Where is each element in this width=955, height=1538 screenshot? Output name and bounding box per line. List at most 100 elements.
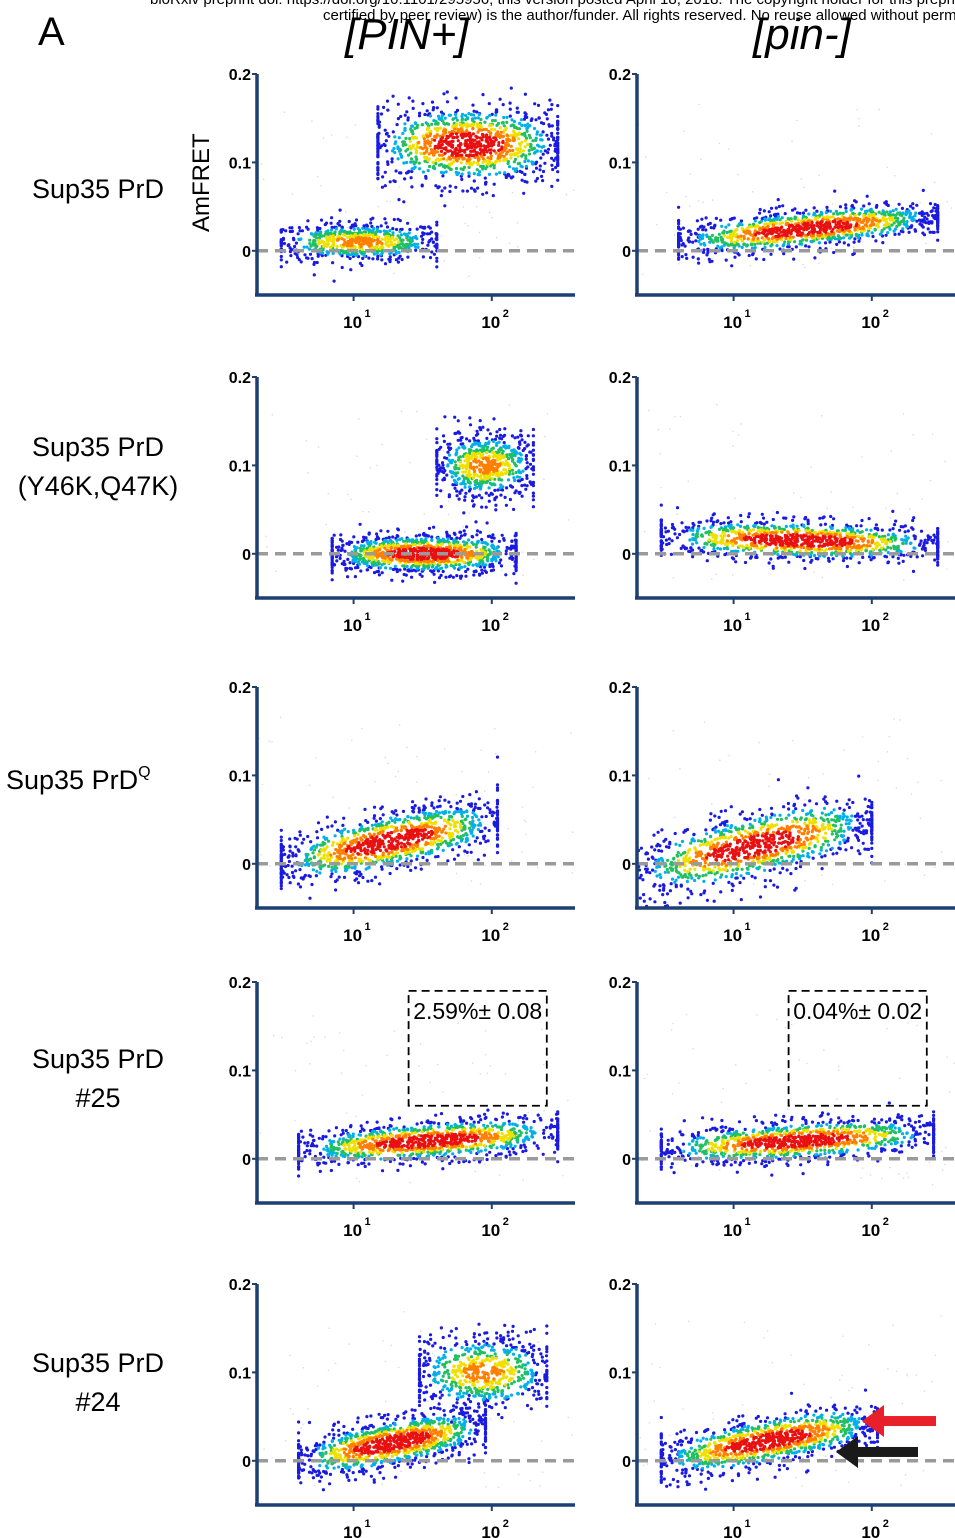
data-point — [848, 218, 852, 222]
data-point — [792, 257, 796, 261]
data-point — [455, 536, 459, 540]
data-point — [513, 152, 517, 156]
data-point — [891, 213, 895, 217]
data-point — [465, 125, 469, 129]
data-point — [697, 199, 700, 202]
data-point — [436, 157, 440, 161]
data-point — [925, 211, 929, 215]
data-point — [490, 535, 494, 540]
data-point — [893, 174, 896, 177]
data-point — [407, 568, 411, 572]
data-point — [712, 226, 716, 230]
data-point — [298, 229, 302, 233]
data-point — [451, 483, 455, 487]
data-point — [520, 477, 524, 482]
data-point — [365, 224, 369, 228]
data-point — [475, 533, 479, 537]
data-point — [385, 225, 390, 229]
data-point — [808, 236, 811, 239]
data-point — [406, 255, 410, 259]
data-point — [448, 113, 452, 117]
data-point — [415, 136, 419, 140]
data-point — [774, 221, 778, 225]
data-point — [921, 231, 925, 235]
data-point — [732, 430, 734, 433]
data-point — [526, 142, 530, 147]
data-point — [520, 123, 524, 127]
data-point — [772, 217, 776, 221]
data-point — [915, 219, 919, 223]
data-point — [786, 228, 790, 233]
data-point — [521, 448, 525, 453]
data-point — [453, 151, 457, 155]
data-point — [756, 539, 758, 541]
data-point — [777, 204, 781, 209]
data-point — [787, 225, 792, 229]
data-point — [931, 230, 935, 234]
data-point — [335, 559, 339, 563]
x-tick-exponent: 1 — [745, 308, 751, 320]
data-point — [357, 240, 361, 244]
data-point — [889, 517, 891, 519]
data-point — [374, 537, 378, 542]
data-point — [677, 218, 681, 223]
data-point — [774, 214, 778, 218]
data-point — [352, 535, 356, 539]
data-point — [518, 451, 522, 456]
data-point — [844, 233, 848, 237]
data-point — [316, 228, 320, 232]
data-point — [503, 463, 507, 467]
data-point — [791, 235, 795, 239]
data-point — [936, 550, 940, 554]
data-point — [410, 575, 414, 579]
data-point — [475, 429, 479, 433]
data-point — [678, 227, 682, 231]
y-tick-label: 0.2 — [609, 67, 631, 84]
data-point — [549, 107, 553, 111]
data-point — [518, 442, 522, 446]
data-point — [472, 468, 476, 472]
data-point — [746, 237, 750, 241]
data-point — [511, 191, 514, 194]
data-point — [677, 242, 681, 246]
data-point — [502, 468, 506, 472]
data-point — [782, 243, 786, 247]
data-point — [749, 233, 753, 237]
data-point — [774, 206, 778, 210]
data-point — [367, 548, 371, 552]
data-point — [434, 232, 438, 236]
data-point — [380, 237, 384, 241]
data-point — [386, 160, 390, 164]
data-point — [807, 226, 811, 230]
data-point — [395, 227, 399, 232]
data-point — [513, 564, 517, 568]
data-point — [308, 242, 312, 246]
data-point — [550, 131, 554, 135]
data-point — [445, 456, 449, 460]
data-point — [332, 533, 336, 537]
data-point — [379, 112, 384, 116]
data-point — [411, 160, 416, 164]
data-point — [331, 240, 335, 244]
data-point — [832, 212, 836, 216]
data-point — [481, 457, 485, 461]
data-point — [853, 214, 857, 218]
data-point — [495, 236, 498, 239]
data-point — [481, 544, 484, 547]
data-point — [290, 229, 294, 233]
data-point — [682, 130, 685, 132]
data-point — [406, 118, 410, 122]
data-point — [482, 546, 486, 550]
data-point — [725, 230, 729, 235]
data-point — [472, 120, 476, 124]
data-point — [399, 171, 403, 175]
data-point — [936, 230, 940, 234]
data-point — [481, 135, 485, 139]
data-point — [930, 132, 933, 135]
data-point — [454, 166, 459, 171]
preprint-header-line-2: certified by peer review) is the author/… — [323, 7, 955, 24]
data-point — [385, 131, 389, 135]
data-point — [546, 137, 551, 141]
data-point — [475, 529, 480, 533]
data-point — [404, 136, 408, 140]
